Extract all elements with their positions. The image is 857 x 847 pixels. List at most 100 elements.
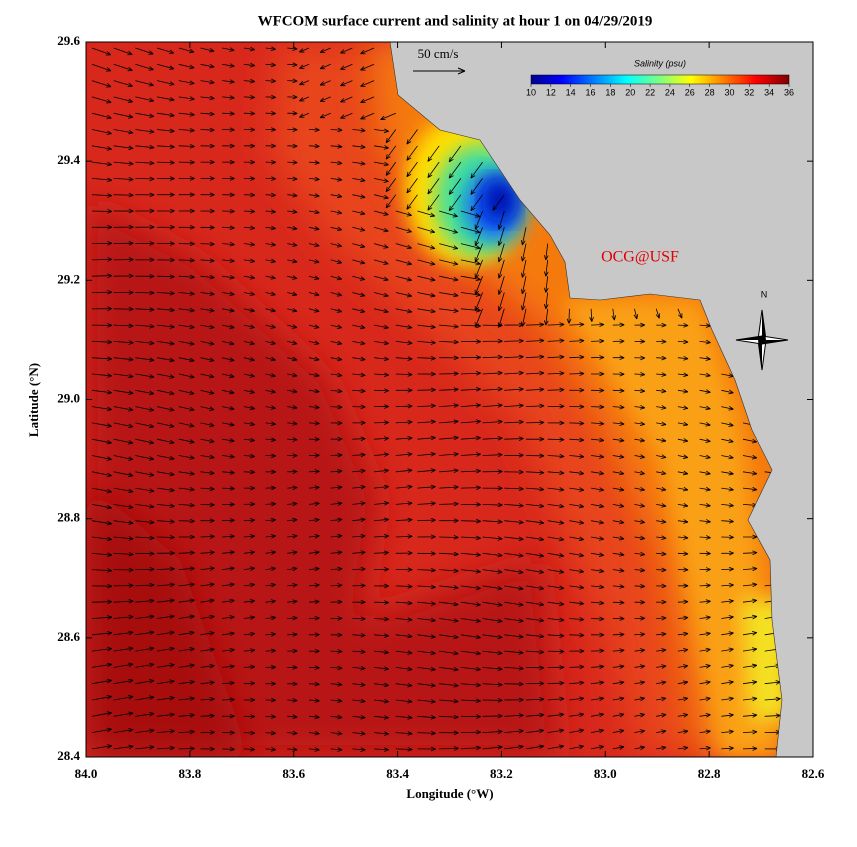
current-arrow xyxy=(243,664,256,670)
current-arrow xyxy=(439,419,459,424)
current-arrow xyxy=(721,680,734,685)
current-arrow xyxy=(612,568,625,573)
current-arrow xyxy=(308,632,320,638)
current-arrow xyxy=(352,177,366,183)
current-arrow xyxy=(656,648,667,653)
current-arrow xyxy=(299,112,310,118)
current-arrow xyxy=(113,323,134,329)
current-arrow xyxy=(374,340,389,346)
current-arrow xyxy=(287,127,298,132)
current-arrow xyxy=(525,536,545,542)
current-arrow xyxy=(470,161,483,179)
current-arrow xyxy=(222,127,235,133)
current-arrow xyxy=(178,258,195,263)
current-arrow xyxy=(417,517,436,523)
current-arrow xyxy=(439,292,459,298)
current-arrow xyxy=(373,259,389,265)
current-arrow xyxy=(222,241,235,247)
current-arrow xyxy=(352,388,366,394)
current-arrow xyxy=(721,454,734,460)
current-arrow xyxy=(178,630,195,636)
current-arrow xyxy=(721,631,734,636)
current-arrow xyxy=(91,711,112,717)
current-arrow xyxy=(200,647,215,653)
current-arrow xyxy=(287,225,298,231)
current-arrow xyxy=(569,744,585,750)
current-arrow xyxy=(439,585,459,590)
current-arrow xyxy=(287,324,298,329)
current-arrow xyxy=(352,144,366,150)
current-arrow xyxy=(299,63,310,69)
current-arrow xyxy=(308,648,320,654)
current-arrow xyxy=(439,518,459,523)
current-arrow xyxy=(178,422,195,428)
current-arrow xyxy=(135,662,155,668)
current-arrow xyxy=(417,617,436,623)
current-arrow xyxy=(547,354,565,360)
current-arrow xyxy=(243,258,256,264)
current-arrow xyxy=(417,308,436,314)
current-arrow xyxy=(330,550,343,555)
current-arrow xyxy=(157,176,175,181)
current-arrow xyxy=(352,292,366,297)
current-arrow xyxy=(352,731,366,736)
scale-label: 50 cm/s xyxy=(418,46,459,61)
current-arrow xyxy=(287,632,298,637)
current-arrow xyxy=(395,452,413,457)
current-arrow xyxy=(589,308,594,322)
current-arrow xyxy=(265,599,276,604)
current-arrow xyxy=(352,161,366,166)
current-arrow xyxy=(634,567,646,573)
current-arrow xyxy=(547,569,565,574)
current-arrow xyxy=(352,436,366,442)
current-arrow xyxy=(178,614,195,620)
current-arrow xyxy=(569,728,585,734)
current-arrow xyxy=(330,714,343,720)
current-arrow xyxy=(492,194,505,211)
current-arrow xyxy=(330,243,343,248)
current-arrow xyxy=(591,355,605,360)
current-arrow xyxy=(265,714,276,719)
current-arrow xyxy=(265,389,276,394)
current-arrow xyxy=(699,535,711,540)
current-arrow xyxy=(113,176,134,182)
current-arrow xyxy=(200,241,215,247)
current-arrow xyxy=(265,615,276,621)
current-arrow xyxy=(677,631,689,637)
current-arrow xyxy=(265,176,276,181)
current-arrow xyxy=(222,143,235,149)
current-arrow xyxy=(340,63,353,70)
current-arrow xyxy=(308,176,320,182)
current-arrow xyxy=(612,664,625,669)
current-arrow xyxy=(547,387,565,393)
current-arrow xyxy=(243,534,256,539)
current-arrow xyxy=(287,192,298,198)
current-arrow xyxy=(91,727,112,733)
current-arrow xyxy=(677,421,689,427)
current-arrow xyxy=(91,161,113,167)
current-arrow xyxy=(200,79,215,85)
current-arrow xyxy=(222,438,235,443)
current-arrow xyxy=(395,501,413,506)
current-arrow xyxy=(91,177,113,183)
current-arrow xyxy=(520,227,527,246)
current-arrow xyxy=(157,729,175,734)
current-arrow xyxy=(222,697,235,702)
current-arrow xyxy=(200,502,215,508)
current-arrow xyxy=(308,291,320,297)
current-arrow xyxy=(135,598,155,604)
current-arrow xyxy=(656,372,667,377)
current-arrow xyxy=(352,324,366,330)
current-arrow xyxy=(395,372,413,377)
current-arrow xyxy=(439,275,459,282)
current-arrow xyxy=(525,681,545,686)
current-arrow xyxy=(287,356,298,362)
current-arrow xyxy=(319,80,331,86)
current-arrow xyxy=(612,648,625,653)
current-arrow xyxy=(178,192,195,197)
current-arrow xyxy=(222,454,235,459)
current-arrow xyxy=(200,631,215,636)
current-arrow xyxy=(330,259,343,264)
current-arrow xyxy=(764,696,781,702)
current-arrow xyxy=(200,274,215,280)
